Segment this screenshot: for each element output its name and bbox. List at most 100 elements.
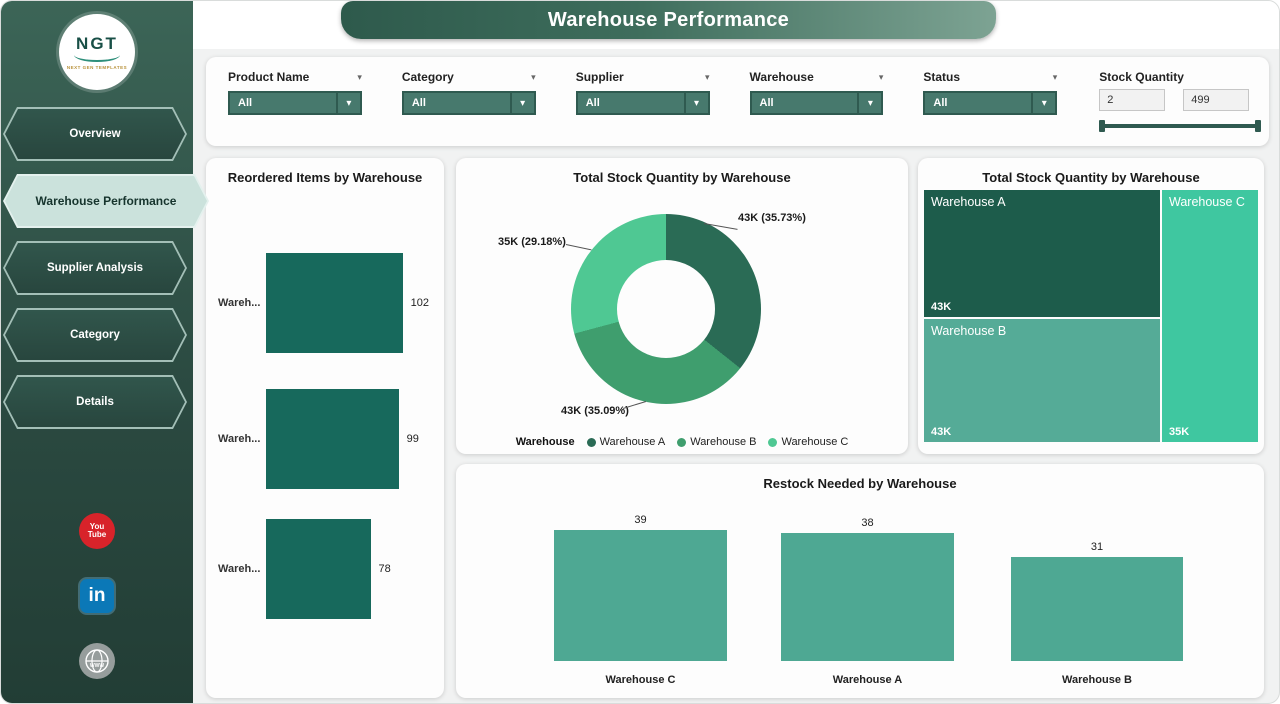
legend-item-warehouse-a[interactable]: Warehouse A: [586, 436, 666, 448]
legend-dot: [768, 437, 778, 447]
chevron-down-icon[interactable]: ▾: [705, 71, 710, 82]
stock-min-input[interactable]: 2: [1099, 89, 1166, 111]
dropdown-value: All: [411, 97, 426, 109]
bar-value-label: 102: [410, 297, 430, 309]
youtube-icon[interactable]: You Tube: [79, 513, 115, 549]
treemap-block-warehouse-b[interactable]: Warehouse B 43K: [924, 319, 1160, 442]
bar-warehouse-b[interactable]: [1011, 556, 1183, 661]
bar-row: Wareh... 78: [218, 519, 391, 619]
treemap-block-warehouse-c[interactable]: Warehouse C 35K: [1162, 190, 1258, 442]
sidebar-item-overview[interactable]: Overview: [3, 107, 187, 161]
bar-group-warehouse-b: 31: [1011, 541, 1183, 661]
bar-warehouse-2[interactable]: [266, 389, 399, 489]
chart-title: Total Stock Quantity by Warehouse: [982, 170, 1200, 185]
treemap-value: 35K: [1169, 426, 1190, 438]
bar-value-label: 78: [378, 563, 391, 575]
filter-label: Stock Quantity: [1099, 70, 1184, 84]
chevron-down-icon[interactable]: ▾: [531, 71, 536, 82]
dropdown-value: All: [933, 97, 948, 109]
filter-label: Status: [923, 70, 961, 84]
sidebar-item-label: Category: [5, 310, 185, 360]
filter-status: Status ▾ All ▾: [923, 70, 1058, 132]
bar-value-label: 31: [1090, 540, 1104, 553]
legend-item-warehouse-b[interactable]: Warehouse B: [677, 436, 756, 448]
chevron-down-icon: ▾: [683, 93, 708, 113]
bar-category-label: Wareh...: [218, 433, 261, 445]
filter-label: Product Name: [228, 70, 310, 84]
reordered-items-chart: Reordered Items by Warehouse Wareh... 10…: [206, 158, 444, 698]
sidebar-item-category[interactable]: Category: [3, 308, 187, 362]
sidebar: NGT NEXT GEN TEMPLATES Overview Warehous…: [1, 1, 193, 703]
donut-legend: Warehouse Warehouse A Warehouse B Wareho…: [456, 436, 908, 448]
donut-ring[interactable]: [571, 214, 761, 404]
filter-label: Warehouse: [749, 70, 814, 84]
dropdown-value: All: [759, 97, 774, 109]
bar-warehouse-a[interactable]: [781, 533, 954, 661]
chevron-down-icon[interactable]: ▾: [357, 71, 362, 82]
legend-label: Warehouse B: [690, 436, 757, 448]
chevron-down-icon: ▾: [857, 93, 881, 113]
bar-warehouse-1[interactable]: [266, 253, 403, 353]
donut-callout-warehouse-a: 43K (35.73%): [738, 212, 806, 224]
donut-callout-warehouse-c: 35K (29.18%): [498, 236, 566, 248]
stock-max-input[interactable]: 499: [1183, 89, 1250, 111]
treemap-label: Warehouse B: [931, 324, 1007, 338]
filter-category: Category ▾ All ▾: [401, 70, 536, 132]
treemap-block-warehouse-a[interactable]: Warehouse A 43K: [924, 190, 1160, 317]
slider-handle-max[interactable]: [1255, 120, 1262, 132]
chevron-down-icon[interactable]: ▾: [1052, 71, 1058, 82]
bar-warehouse-3[interactable]: [266, 519, 371, 619]
bar-category-label: Wareh...: [218, 297, 261, 309]
legend-item-warehouse-c[interactable]: Warehouse C: [768, 436, 848, 448]
sidebar-item-label: Overview: [5, 109, 185, 159]
linkedin-text: in: [88, 585, 106, 606]
supplier-dropdown[interactable]: All ▾: [575, 91, 710, 115]
chevron-down-icon[interactable]: ▾: [878, 71, 884, 82]
legend-dot: [677, 437, 687, 447]
stock-range-slider[interactable]: [1099, 120, 1262, 132]
treemap-value: 43K: [931, 301, 952, 313]
product-name-dropdown[interactable]: All ▾: [228, 91, 362, 115]
warehouse-dropdown[interactable]: All ▾: [749, 91, 884, 115]
sidebar-nav: Overview Warehouse Performance Supplier …: [3, 107, 209, 429]
bar-category-label: Wareh...: [218, 563, 261, 575]
treemap-value: 43K: [931, 426, 952, 438]
bar-value-label: 99: [406, 433, 419, 445]
slider-handle-min[interactable]: [1099, 120, 1106, 132]
chart-title: Restock Needed by Warehouse: [763, 476, 957, 491]
bar-warehouse-c[interactable]: [554, 529, 727, 661]
legend-dot: [586, 437, 596, 447]
globe-svg: WWW: [85, 649, 109, 673]
filter-label: Supplier: [575, 70, 624, 84]
page-title: Warehouse Performance: [547, 8, 790, 31]
chart-title: Total Stock Quantity by Warehouse: [573, 170, 791, 185]
stock-quantity-treemap: Total Stock Quantity by Warehouse Wareho…: [918, 158, 1264, 454]
chevron-down-icon: ▾: [1031, 93, 1055, 113]
donut-callout-warehouse-b: 43K (35.09%): [561, 405, 629, 417]
callout-line: [565, 244, 592, 251]
bar-group-warehouse-a: 38: [781, 517, 954, 661]
status-dropdown[interactable]: All ▾: [923, 91, 1058, 115]
sidebar-item-warehouse-performance[interactable]: Warehouse Performance: [3, 174, 209, 228]
category-dropdown[interactable]: All ▾: [401, 91, 536, 115]
youtube-text-1: You: [89, 522, 105, 531]
dropdown-value: All: [585, 97, 600, 109]
filter-supplier: Supplier ▾ All ▾: [575, 70, 710, 132]
bar-row: Wareh... 99: [218, 389, 419, 489]
logo-swoosh-icon: [74, 48, 120, 62]
website-globe-icon[interactable]: WWW: [79, 643, 115, 679]
sidebar-item-details[interactable]: Details: [3, 375, 187, 429]
filter-product-name: Product Name ▾ All ▾: [228, 70, 362, 132]
legend-label: Warehouse A: [599, 436, 666, 448]
sidebar-item-supplier-analysis[interactable]: Supplier Analysis: [3, 241, 187, 295]
social-links: You Tube in WWW: [1, 513, 193, 679]
filter-warehouse: Warehouse ▾ All ▾: [749, 70, 884, 132]
bar-category-label: Warehouse C: [605, 674, 676, 686]
sidebar-item-label: Warehouse Performance: [5, 176, 207, 226]
restock-needed-chart: Restock Needed by Warehouse 39 Warehouse…: [456, 464, 1264, 698]
bar-value-label: 38: [861, 517, 874, 530]
filter-label: Category: [401, 70, 454, 84]
linkedin-icon[interactable]: in: [80, 579, 114, 613]
donut-hole: [617, 260, 715, 358]
